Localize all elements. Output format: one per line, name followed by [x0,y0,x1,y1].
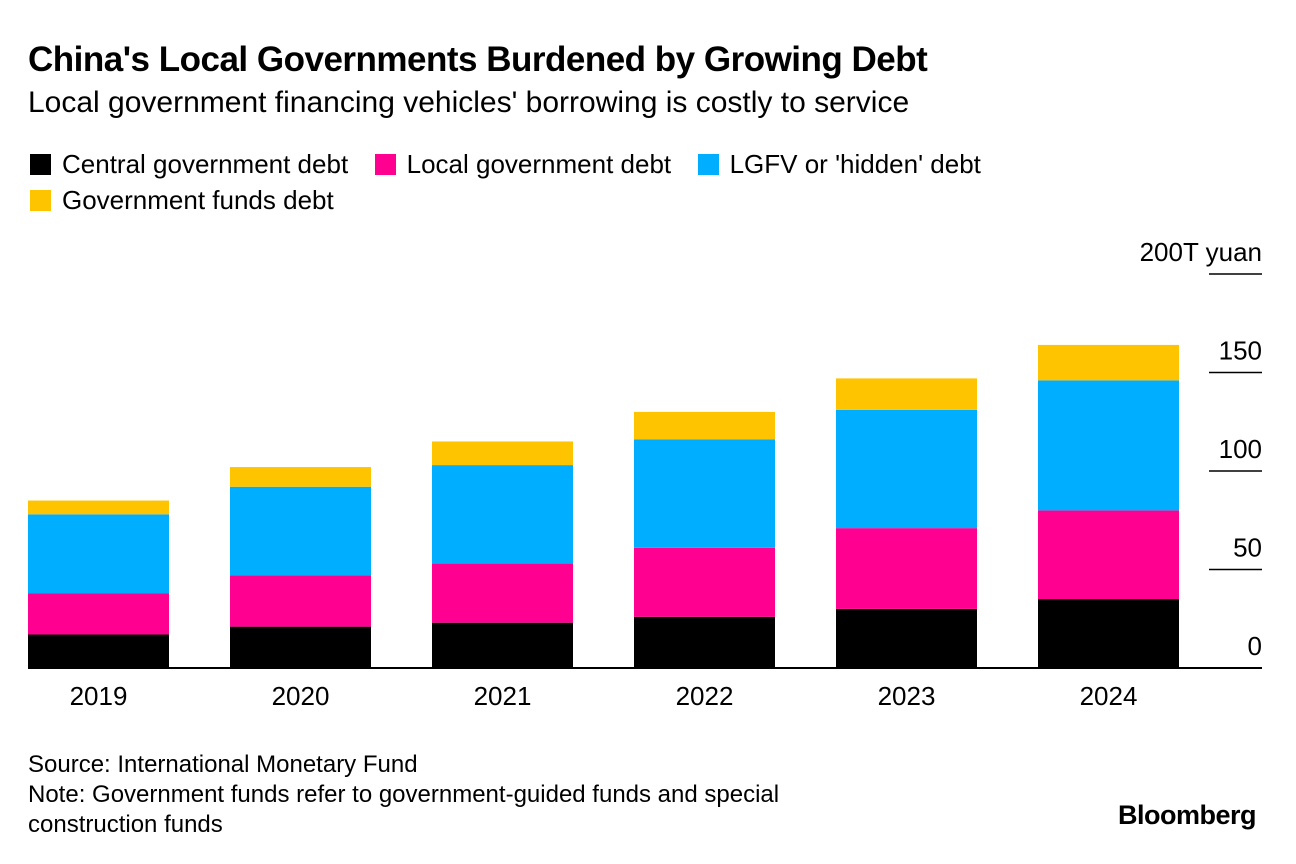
bar-2023-local [836,528,977,609]
bar-2021-lgfv [432,465,573,564]
legend-item-funds: Government funds debt [30,182,334,218]
bar-2022-local [634,547,775,617]
chart-subtitle: Local government financing vehicles' bor… [28,86,910,119]
bar-2019-local [28,593,169,635]
legend-swatch-funds [30,189,51,211]
bar-2021-funds [432,441,573,466]
bar-2023-lgfv [836,409,977,529]
x-tick-label-2021: 2021 [474,681,532,711]
x-tick-label-2023: 2023 [878,681,936,711]
x-tick-label-2019: 2019 [70,681,128,711]
legend-label-funds: Government funds debt [62,184,334,215]
legend-swatch-lgfv [697,153,719,175]
y-tick-label-100: 100 [1219,434,1262,464]
y-tick-label-150: 150 [1219,336,1262,366]
bar-2020-local [230,575,371,627]
y-tick-label-50: 50 [1233,533,1262,563]
x-tick-label-2022: 2022 [676,681,734,711]
bar-2022-lgfv [634,439,775,548]
bloomberg-logo: Bloomberg [1117,800,1257,830]
bar-2022-funds [634,411,775,440]
y-tick-label-0: 0 [1248,631,1262,661]
bar-2019-lgfv [28,514,169,594]
bar-2021-central [432,622,573,668]
y-tick-label-200: 200T yuan [1140,237,1262,267]
footnote-line-2: construction funds [28,811,223,838]
legend: Central government debt Local government… [30,146,1150,218]
footnote-line-1: Note: Government funds refer to governme… [28,781,780,808]
legend-item-central: Central government debt [30,146,348,182]
legend-label-local: Local government debt [406,148,672,179]
bar-2024-lgfv [1038,380,1179,511]
bar-2024-central [1038,599,1179,668]
bar-2019-funds [28,500,169,515]
legend-swatch-central [30,153,51,175]
bar-2024-funds [1038,344,1179,381]
source-note: Source: International Monetary Fund [28,751,418,778]
legend-item-lgfv: LGFV or 'hidden' debt [697,146,981,182]
x-tick-label-2020: 2020 [272,681,330,711]
bar-2020-lgfv [230,486,371,576]
bar-2020-central [230,626,371,668]
bar-2020-funds [230,467,371,487]
x-tick-label-2024: 2024 [1080,681,1138,711]
bar-2023-central [836,608,977,668]
legend-label-central: Central government debt [62,148,349,179]
chart-title: China's Local Governments Burdened by Gr… [28,40,928,79]
legend-swatch-local [374,153,396,175]
bar-2024-local [1038,510,1179,600]
stacked-bar-chart: 0 50 100 150 200T yuan 2019 2020 2021 2022 2023 20… [28,237,1262,711]
legend-item-local: Local government debt [374,146,672,182]
bar-2022-central [634,616,775,668]
legend-label-lgfv: LGFV or 'hidden' debt [729,148,981,179]
bar-2021-local [432,563,573,623]
bar-2019-central [28,634,169,668]
bar-2023-funds [836,378,977,410]
footer: Source: International Monetary Fund Note… [28,750,779,840]
